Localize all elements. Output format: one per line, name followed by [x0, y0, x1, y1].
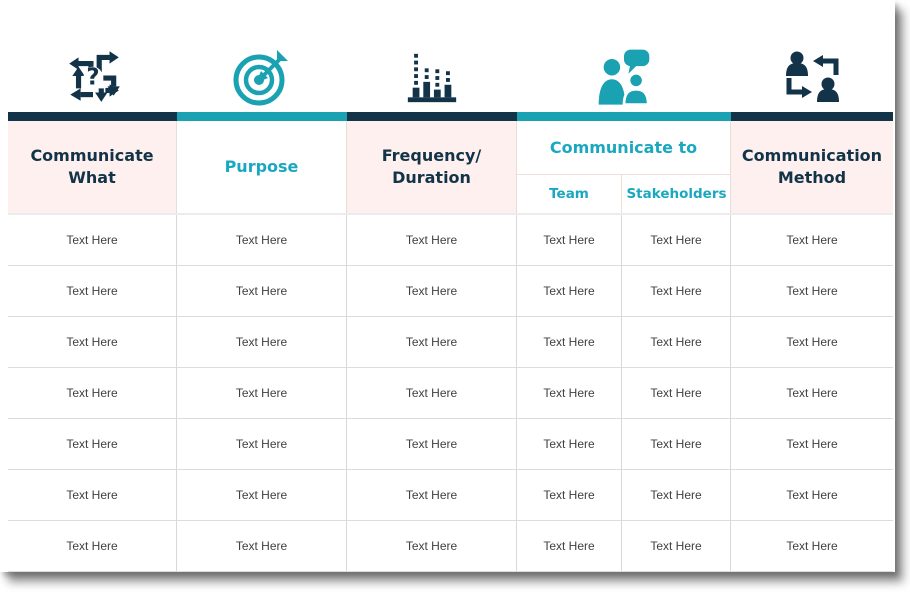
accent-bar	[347, 112, 517, 121]
body-cell[interactable]: Text Here	[347, 266, 517, 316]
table-row: Text Here Text Here Text Here Text Here …	[8, 521, 893, 572]
accent-bar	[517, 112, 731, 121]
body-cell[interactable]: Text Here	[177, 368, 347, 418]
body-cell[interactable]: Text Here	[786, 284, 838, 298]
header-label: Frequency/ Duration	[381, 146, 482, 187]
header-purpose: Purpose	[177, 121, 347, 213]
body-cell[interactable]: Text Here	[347, 317, 517, 367]
body-cell[interactable]: Text Here	[622, 470, 731, 520]
header-label: Communication Method	[741, 146, 883, 187]
body-cell[interactable]: Text Here	[622, 419, 731, 469]
header-label: Communicate to	[517, 121, 730, 175]
body-cell[interactable]: Text Here	[8, 317, 177, 367]
body-cell[interactable]: Text Here	[786, 386, 838, 400]
body-cell[interactable]: Text Here	[786, 335, 838, 349]
body-cell[interactable]: Text Here	[622, 317, 731, 367]
subheader-row: Team Stakeholders	[517, 175, 730, 213]
body-cell[interactable]: Text Here	[8, 521, 177, 571]
table-row: Text Here Text Here Text Here Text Here …	[8, 368, 893, 419]
accent-bar	[8, 112, 177, 121]
body-cell[interactable]: Text Here	[8, 419, 177, 469]
body-cell[interactable]: Text Here	[177, 419, 347, 469]
body-cell[interactable]: Text Here	[177, 317, 347, 367]
body-cell[interactable]: Text Here	[177, 215, 347, 265]
body-cell[interactable]: Text Here	[622, 521, 731, 571]
table-row: Text Here Text Here Text Here Text Here …	[8, 470, 893, 521]
body-cell[interactable]: Text Here	[517, 266, 622, 316]
table-row: Text Here Text Here Text Here Text Here …	[8, 215, 893, 266]
header-communicate-what: Communicate What	[8, 121, 177, 213]
body-cell[interactable]: Text Here	[517, 419, 622, 469]
icons-row: ?	[8, 0, 893, 112]
body-cell[interactable]: Text Here	[517, 317, 622, 367]
body-cell[interactable]: Text Here	[347, 419, 517, 469]
column-icon-communicate-to	[591, 45, 657, 112]
svg-text:?: ?	[86, 64, 99, 90]
column-icon-purpose	[232, 47, 292, 112]
body-cell[interactable]: Text Here	[8, 470, 177, 520]
question-arrows-icon: ?	[68, 51, 120, 102]
target-icon	[233, 50, 288, 106]
slide: ?	[8, 0, 893, 572]
body-cell[interactable]: Text Here	[517, 521, 622, 571]
body-cell[interactable]: Text Here	[786, 539, 838, 553]
body-cell[interactable]: Text Here	[786, 488, 838, 502]
header-communicate-to: Communicate to Team Stakeholders	[517, 121, 731, 213]
body-cell[interactable]: Text Here	[517, 215, 622, 265]
body-cell[interactable]: Text Here	[177, 521, 347, 571]
body-cell[interactable]: Text Here	[622, 368, 731, 418]
header-communication-method: Communication Method	[731, 121, 893, 213]
body-cell[interactable]: Text Here	[622, 266, 731, 316]
communication-plan-table: ?	[8, 0, 893, 572]
table-row: Text Here Text Here Text Here Text Here …	[8, 317, 893, 368]
body-cell[interactable]: Text Here	[177, 266, 347, 316]
body-cell[interactable]: Text Here	[347, 368, 517, 418]
column-icon-communication-method	[782, 47, 842, 112]
body-cell[interactable]: Text Here	[347, 215, 517, 265]
body-cell[interactable]: Text Here	[517, 368, 622, 418]
header-label: Purpose	[224, 157, 299, 177]
table-body: Text Here Text Here Text Here Text Here …	[8, 215, 893, 572]
body-cell[interactable]: Text Here	[347, 521, 517, 571]
body-cell[interactable]: Text Here	[517, 470, 622, 520]
column-icon-communicate-what: ?	[61, 45, 125, 112]
accent-bars-row	[8, 112, 893, 121]
people-speech-icon	[598, 49, 650, 106]
header-frequency-duration: Frequency/ Duration	[347, 121, 517, 213]
accent-bar	[731, 112, 893, 121]
header-label: Communicate What	[30, 146, 154, 187]
body-cell[interactable]: Text Here	[622, 215, 731, 265]
body-cell[interactable]: Text Here	[8, 215, 177, 265]
subheader-team: Team	[517, 175, 622, 213]
body-cell[interactable]: Text Here	[347, 470, 517, 520]
header-row: Communicate What Purpose Frequency/ Dura…	[8, 121, 893, 215]
body-cell[interactable]: Text Here	[8, 368, 177, 418]
body-cell[interactable]: Text Here	[786, 233, 838, 247]
body-cell[interactable]: Text Here	[177, 470, 347, 520]
subheader-stakeholders: Stakeholders	[626, 185, 727, 202]
body-cell[interactable]: Text Here	[786, 437, 838, 451]
table-row: Text Here Text Here Text Here Text Here …	[8, 266, 893, 317]
accent-bar	[177, 112, 347, 121]
table-row: Text Here Text Here Text Here Text Here …	[8, 419, 893, 470]
body-cell[interactable]: Text Here	[8, 266, 177, 316]
column-icon-frequency-duration	[403, 49, 461, 112]
bar-chart-icon	[407, 53, 457, 103]
people-exchange-icon	[786, 51, 839, 102]
